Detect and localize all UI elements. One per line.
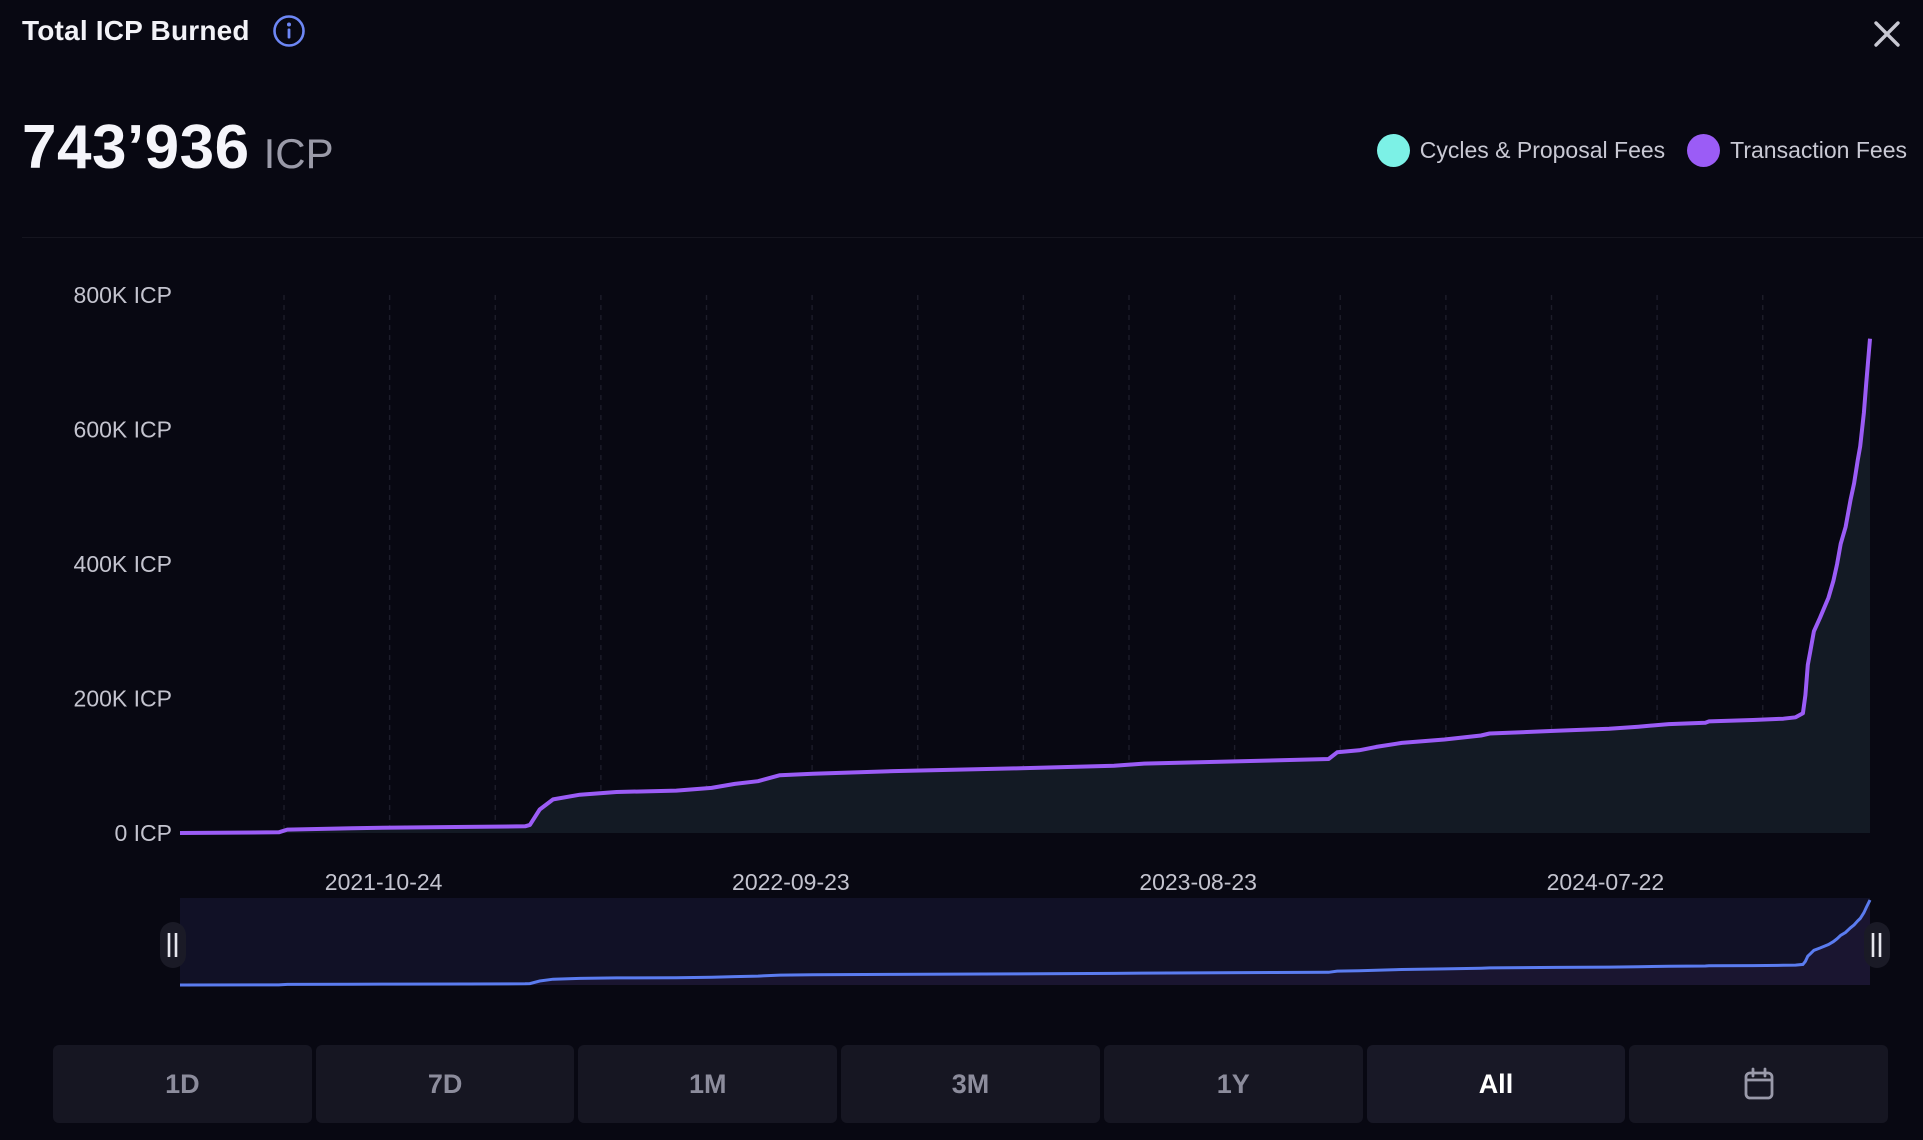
range-navigator[interactable]	[160, 898, 1890, 987]
legend-item-transaction[interactable]: Transaction Fees	[1687, 134, 1907, 167]
legend: Cycles & Proposal Fees Transaction Fees	[1355, 134, 1907, 167]
area-fill	[180, 338, 1870, 833]
burn-chart[interactable]: 0 ICP 200K ICP 400K ICP 600K ICP 800K ICP 20…	[0, 0, 1923, 1010]
header: Total ICP Burned	[22, 8, 306, 54]
y-tick-label: 800K ICP	[74, 282, 172, 308]
series-line-transaction-fees[interactable]	[179, 338, 1872, 835]
y-tick-label: 400K ICP	[74, 551, 172, 577]
y-axis: 0 ICP 200K ICP 400K ICP 600K ICP 800K ICP	[74, 282, 172, 846]
divider	[22, 237, 1923, 238]
y-tick-label: 200K ICP	[74, 686, 172, 712]
calendar-icon	[1744, 1067, 1774, 1100]
close-button[interactable]	[1865, 12, 1909, 56]
info-icon[interactable]	[272, 14, 306, 48]
close-icon	[1874, 21, 1900, 47]
range-button-3m[interactable]: 3M	[841, 1045, 1100, 1123]
y-tick-label: 0 ICP	[114, 820, 172, 846]
x-tick-label: 2024-07-22	[1547, 869, 1665, 895]
navigator-line	[179, 899, 1872, 987]
navigator-handle-right[interactable]	[1864, 922, 1890, 968]
page-title: Total ICP Burned	[22, 15, 250, 46]
range-button-1m[interactable]: 1M	[578, 1045, 838, 1123]
y-tick-label: 600K ICP	[74, 417, 172, 443]
x-tick-label: 2021-10-24	[325, 869, 443, 895]
legend-dot-transaction	[1687, 134, 1721, 167]
legend-item-cycles[interactable]: Cycles & Proposal Fees	[1376, 134, 1666, 167]
legend-dot-cycles	[1376, 134, 1410, 167]
time-range-buttons: 1D 7D 1M 3M 1Y All	[53, 1045, 1889, 1123]
range-button-all[interactable]: All	[1366, 1045, 1626, 1123]
x-tick-label: 2023-08-23	[1139, 869, 1257, 895]
x-tick-label: 2022-09-23	[732, 869, 850, 895]
total-burned: 743’936 ICP	[22, 112, 334, 183]
total-value: 743’936	[22, 113, 250, 182]
navigator-handle-left[interactable]	[160, 922, 186, 968]
total-unit: ICP	[263, 130, 334, 177]
legend-label-cycles: Cycles & Proposal Fees	[1419, 137, 1666, 163]
calendar-button[interactable]	[1629, 1045, 1889, 1123]
legend-label-transaction: Transaction Fees	[1730, 137, 1907, 163]
x-axis: 2021-10-24 2022-09-23 2023-08-23 2024-07-22	[325, 869, 1664, 895]
range-button-1d[interactable]: 1D	[53, 1045, 312, 1123]
navigator-area	[180, 900, 1870, 985]
range-button-7d[interactable]: 7D	[315, 1045, 575, 1123]
range-button-1y[interactable]: 1Y	[1103, 1045, 1363, 1123]
